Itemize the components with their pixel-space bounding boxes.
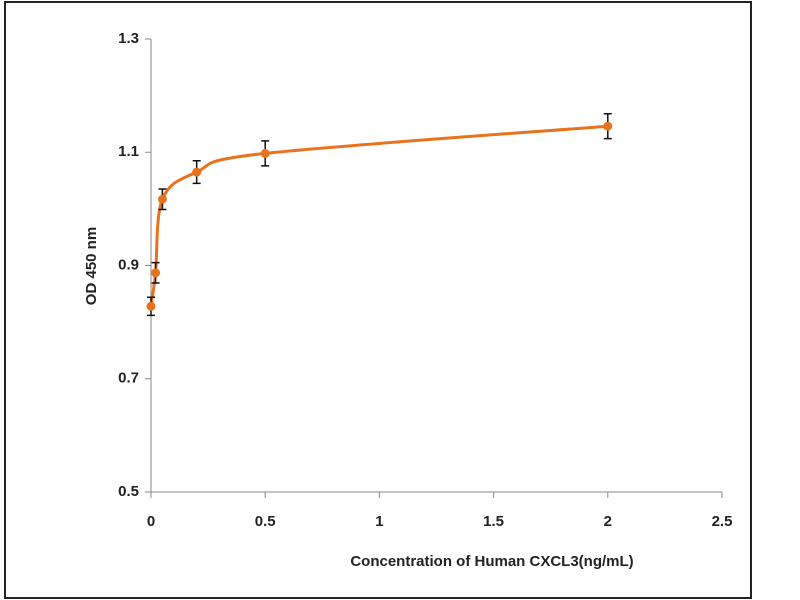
data-point [603, 121, 613, 131]
y-tick-label: 1.3 [118, 30, 139, 47]
y-tick-label: 1.1 [118, 143, 139, 160]
data-point [146, 301, 156, 311]
x-axis-label: Concentration of Human CXCL3(ng/mL) [350, 553, 633, 570]
x-tick-label: 2 [604, 513, 612, 530]
x-tick-label: 2.5 [712, 513, 733, 530]
y-tick-label: 0.7 [118, 370, 139, 387]
x-tick-label: 0 [147, 513, 155, 530]
data-point [192, 167, 202, 177]
data-point [151, 268, 161, 278]
x-tick-label: 1 [375, 513, 383, 530]
x-tick-label: 1.5 [483, 513, 504, 530]
x-tick-label: 0.5 [255, 513, 276, 530]
y-tick-label: 0.9 [118, 256, 139, 273]
data-point [260, 148, 270, 158]
y-tick-label: 0.5 [118, 483, 139, 500]
y-axis-label: OD 450 nm [83, 227, 100, 305]
frame [4, 1, 752, 599]
data-point [157, 194, 167, 204]
